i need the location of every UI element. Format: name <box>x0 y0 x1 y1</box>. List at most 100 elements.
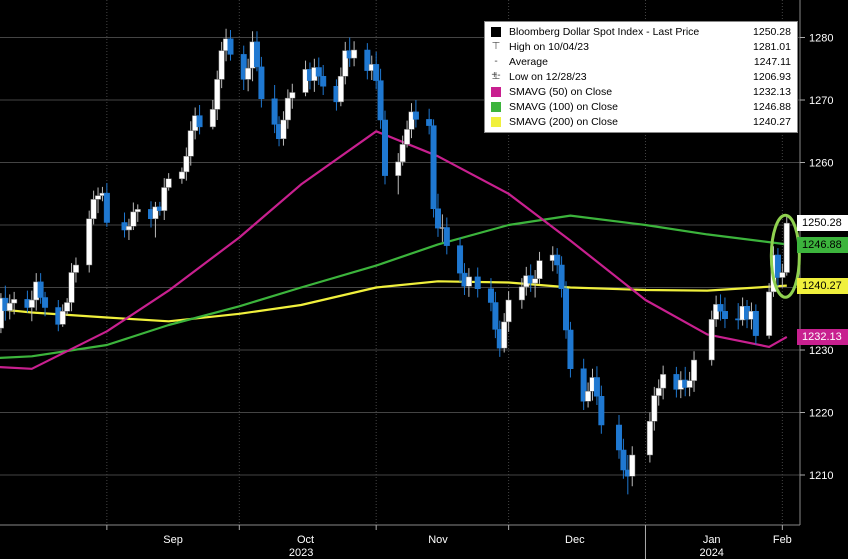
candle-body <box>651 395 658 422</box>
y-tick-label: 1230 <box>809 345 833 357</box>
legend-value-low: 1206.93 <box>753 71 791 83</box>
highlight-ellipse <box>769 213 801 299</box>
value-tag: 1240.27 <box>797 277 848 294</box>
candle-body <box>399 144 406 163</box>
candle-body <box>280 119 287 139</box>
candle-body <box>554 254 561 266</box>
candle <box>713 295 720 327</box>
candle-body <box>209 109 216 128</box>
legend-row-sma50: SMAVG (50) on Close 1232.13 <box>485 85 797 99</box>
candle <box>554 248 561 274</box>
candle-body <box>691 359 698 381</box>
sma100-swatch-icon <box>491 102 501 112</box>
candle <box>660 365 667 400</box>
candle <box>426 108 433 135</box>
y-axis: 12101220123012401250126012701280 <box>800 33 833 482</box>
candle-body <box>28 299 35 308</box>
candle <box>399 135 406 166</box>
candle-body <box>178 171 185 179</box>
candle <box>245 58 252 92</box>
candle <box>505 291 512 332</box>
candle <box>474 267 481 298</box>
legend-value-sma100: 1246.88 <box>753 101 791 113</box>
candle-body <box>11 299 18 304</box>
candle <box>37 273 44 304</box>
candle-body <box>289 92 296 99</box>
candle-body <box>585 391 592 402</box>
candle-body <box>457 245 464 274</box>
candle <box>95 187 102 214</box>
candle-body <box>337 76 344 103</box>
y-tick-label: 1280 <box>809 33 833 45</box>
candle <box>651 386 658 431</box>
candle-icon <box>491 27 501 37</box>
candle <box>320 65 327 95</box>
candle-body <box>646 421 653 456</box>
candle-body <box>660 374 667 389</box>
candle-body <box>404 129 411 145</box>
candle <box>585 382 592 408</box>
candle <box>620 438 627 479</box>
candle-body <box>717 304 724 312</box>
value-tag: 1232.13 <box>797 328 848 345</box>
candle-body <box>708 319 715 361</box>
candle <box>783 215 790 276</box>
candle-body <box>364 49 371 71</box>
legend: Bloomberg Dollar Spot Index - Last Price… <box>484 21 798 133</box>
highlight-group <box>769 213 801 299</box>
candle-body <box>713 304 720 320</box>
candle-body <box>42 297 49 308</box>
candle <box>434 193 441 237</box>
value-tag: 1246.88 <box>797 236 848 253</box>
candle <box>178 167 185 184</box>
candle-body <box>766 291 773 336</box>
candle <box>412 100 419 128</box>
candle-body <box>196 115 203 128</box>
candle <box>240 45 247 90</box>
candle-body <box>130 211 137 227</box>
candle <box>708 310 715 366</box>
candle-body <box>408 111 415 130</box>
candle-body <box>558 264 565 289</box>
x-axis: Sep Oct Nov Dec Jan Feb 2023 2024 <box>106 525 792 559</box>
candle-body <box>161 187 168 211</box>
candle-body <box>165 178 172 188</box>
sma100-group <box>0 214 787 359</box>
candle <box>779 263 786 288</box>
candle <box>558 256 565 298</box>
x-month-label: Dec <box>565 534 585 546</box>
candle-body <box>580 368 587 402</box>
candle <box>337 67 344 107</box>
candle <box>691 351 698 392</box>
candle-body <box>426 119 433 126</box>
legend-row-sma100: SMAVG (100) on Close 1246.88 <box>485 100 797 114</box>
candle-body <box>593 377 600 397</box>
candle <box>315 57 322 85</box>
candle <box>351 41 358 67</box>
candle-body <box>598 396 605 426</box>
candle <box>68 263 75 312</box>
sma50-swatch-icon <box>491 87 501 97</box>
candle-body <box>240 54 247 80</box>
candle-body <box>6 302 13 311</box>
candle <box>563 281 570 339</box>
candle <box>492 291 499 339</box>
candle-body <box>615 424 622 451</box>
candle-body <box>227 38 234 55</box>
candle-body <box>218 50 225 80</box>
candle <box>6 294 13 320</box>
candle <box>457 237 464 282</box>
candle <box>165 173 172 191</box>
candle <box>686 371 693 397</box>
legend-row-average: -+- Average 1247.11 <box>485 55 797 81</box>
candle-body <box>536 260 543 279</box>
candle <box>86 210 93 273</box>
candle-body <box>532 278 539 284</box>
candle <box>518 278 525 309</box>
candle <box>218 41 225 89</box>
legend-row-high: ⊤ High on 10/04/23 1281.01 <box>485 40 797 54</box>
candle-body <box>779 272 786 278</box>
value-tag: 1250.28 <box>797 215 848 232</box>
candle-body <box>430 125 437 209</box>
candle-body <box>377 80 384 121</box>
